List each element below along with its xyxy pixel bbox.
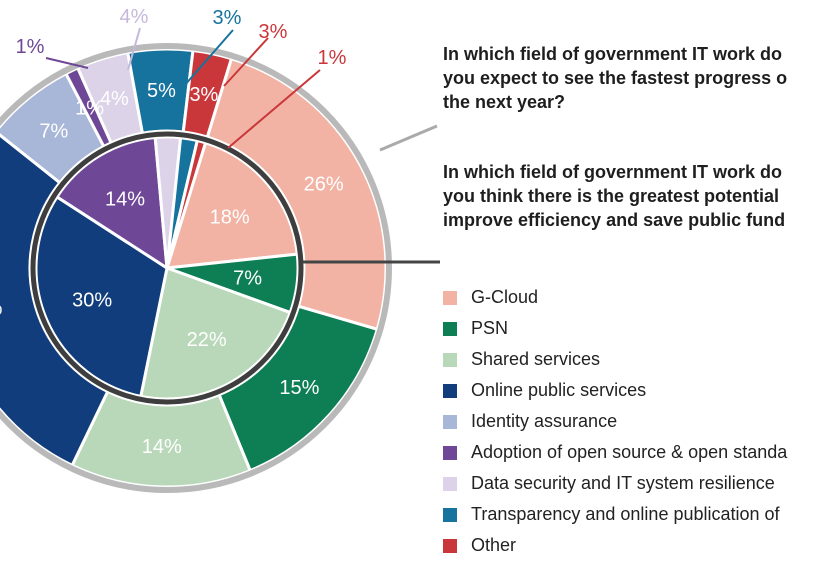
legend-item-adoption-of-open-source-and-open-standa: Adoption of open source & open standa: [443, 437, 787, 468]
outer-slice-online-public-services: [0, 133, 110, 468]
callout-label-4: 3%: [259, 21, 288, 43]
legend-label: G-Cloud: [471, 287, 539, 307]
legend-item-identity-assurance: Identity assurance: [443, 406, 787, 437]
legend-item-data-security-and-it-system-resilience: Data security and IT system resilience: [443, 468, 787, 499]
outer-label-identity-assurance: 7%: [39, 121, 68, 143]
legend-label: Data security and IT system resilience: [471, 473, 775, 493]
legend-swatch: [443, 321, 457, 336]
outer-label-adoption-of-open-source-and-open-standa: 1%: [75, 98, 104, 120]
inner-slice-other: [165, 138, 208, 269]
callout-leader-4: [223, 37, 269, 87]
callout-leader-3: [183, 29, 234, 87]
legend-label: Online public services: [471, 380, 647, 400]
outer-label-online-public-services: %: [0, 298, 3, 320]
callout-labels: 1%4% 3%3%1%: [16, 6, 347, 149]
callout-label-5: 1%: [318, 47, 347, 69]
inner-label-psn: 7%: [233, 268, 262, 290]
legend-item-transparency-and-online-publication-of: Transparency and online publication of: [443, 499, 787, 530]
inner-label-online-public-services: 30%: [72, 290, 112, 312]
outer-label-g-cloud: 26%: [304, 174, 344, 196]
inner-label-g-cloud: 18%: [210, 206, 250, 228]
legend-label: Identity assurance: [471, 411, 618, 431]
legend-label: Adoption of open source & open standa: [471, 442, 788, 462]
inner-ring-border: [30, 131, 304, 405]
question-inner-ring: In which field of government IT work do …: [443, 162, 786, 230]
slice-labels: 26% 15% 14%% 7% 1%4% 5% 3% 18% 7% 22% 30% 14%: [0, 80, 344, 458]
legend-item-shared-services: Shared services: [443, 344, 787, 375]
inner-slice-online-public-services: [34, 194, 169, 399]
legend-item-other: Other: [443, 530, 787, 561]
legend: G-Cloud PSN Shared services Online public s…: [443, 282, 787, 561]
outer-label-data-security-and-it-system-resilience: 4%: [100, 88, 129, 110]
callout-leader-5: [227, 69, 321, 149]
outer-label-shared-services: 14%: [142, 436, 182, 458]
legend-label: PSN: [471, 318, 509, 338]
outer-label-transparency-and-online-publication-of: 5%: [147, 80, 176, 102]
legend-swatch: [443, 445, 457, 460]
legend-swatch: [443, 290, 457, 305]
inner-ring: [34, 135, 300, 401]
legend-label: Transparency and online publication of: [471, 504, 780, 524]
callout-label-2: 4%: [120, 6, 149, 28]
connector-q1: [379, 124, 438, 152]
legend-label: Other: [471, 535, 517, 555]
question-outer-ring: In which field of government IT work do …: [443, 44, 788, 112]
inner-label-shared-services: 22%: [187, 329, 227, 351]
inner-slice-adoption-of-open-source-and-open-standa: [54, 135, 169, 271]
inner-slice-g-cloud: [164, 140, 299, 270]
callout-label-3: 3%: [213, 7, 242, 29]
legend-swatch: [443, 414, 457, 429]
outer-ring-border: [0, 43, 392, 493]
inner-label-adoption-of-open-source-and-open-standa: 14%: [105, 189, 145, 211]
legend-swatch: [443, 383, 457, 398]
legend-swatch: [443, 538, 457, 553]
nested-donut-chart: 26%15%14%%7%1%4%5%3%18%7%22%30%14% 1%4%3…: [0, 6, 440, 493]
inner-slice-shared-services: [139, 265, 293, 401]
legend-item-psn: PSN: [443, 313, 787, 344]
outer-label-psn: 15%: [279, 377, 319, 399]
outer-label-other: 3%: [189, 84, 218, 106]
legend-label: Shared services: [471, 349, 601, 369]
callout-leader-1: [45, 57, 89, 69]
legend-item-g-cloud: G-Cloud: [443, 282, 787, 313]
callout-leader-2: [127, 27, 141, 71]
legend-swatch: [443, 476, 457, 491]
legend-swatch: [443, 352, 457, 367]
callout-label-1: 1%: [16, 36, 45, 58]
legend-item-online-public-services: Online public services: [443, 375, 787, 406]
legend-swatch: [443, 507, 457, 522]
